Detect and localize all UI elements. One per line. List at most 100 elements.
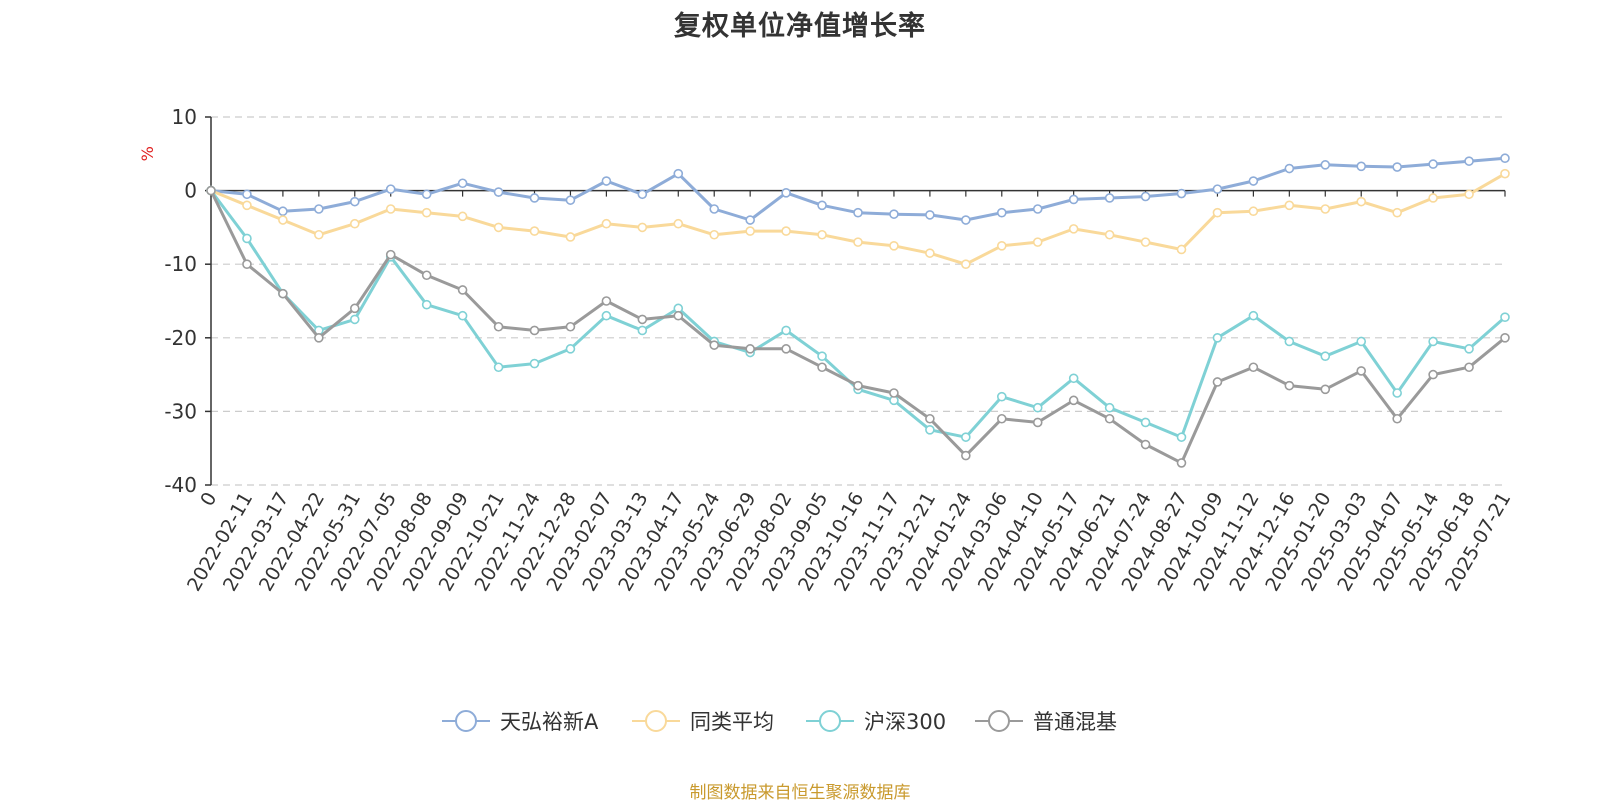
data-point xyxy=(314,204,324,214)
data-point xyxy=(1032,204,1043,214)
data-point xyxy=(1392,388,1402,398)
y-tick-label: -40 xyxy=(164,473,197,497)
data-point xyxy=(1104,193,1115,203)
data-point xyxy=(529,226,540,236)
data-point xyxy=(1464,189,1474,200)
x-tick-label: 0 xyxy=(196,489,221,510)
data-point xyxy=(996,241,1007,251)
data-point xyxy=(925,413,935,424)
data-point xyxy=(565,195,576,205)
data-point xyxy=(961,259,971,270)
data-point xyxy=(673,168,684,179)
data-point xyxy=(1176,458,1187,468)
data-point xyxy=(1500,168,1510,179)
data-point xyxy=(278,206,288,217)
y-tick-label: 0 xyxy=(184,179,197,203)
data-point xyxy=(1500,332,1510,343)
data-point xyxy=(421,207,432,218)
data-point xyxy=(1068,224,1079,234)
data-point xyxy=(1212,207,1223,218)
data-point xyxy=(242,233,252,244)
series-2 xyxy=(206,185,1510,442)
data-point xyxy=(457,178,468,189)
data-point xyxy=(1356,336,1367,347)
y-tick-label: -10 xyxy=(164,252,197,276)
legend-label: 天弘裕新A xyxy=(500,710,599,734)
data-point xyxy=(565,344,576,354)
data-point xyxy=(493,187,504,197)
data-point xyxy=(1464,362,1474,373)
data-point xyxy=(1500,312,1510,322)
series-line xyxy=(209,172,1507,266)
data-point xyxy=(1356,366,1367,376)
legend-marker xyxy=(455,710,477,732)
data-point xyxy=(637,189,648,200)
data-point xyxy=(206,185,216,196)
legend-label: 同类平均 xyxy=(690,710,774,734)
data-point xyxy=(781,188,791,198)
data-point xyxy=(421,299,432,310)
data-point xyxy=(1284,163,1295,174)
y-axis-label: % xyxy=(138,146,157,161)
data-point xyxy=(1392,162,1402,172)
data-point xyxy=(349,303,360,314)
data-point xyxy=(1140,417,1151,428)
legend-marker xyxy=(988,710,1010,732)
data-point xyxy=(1428,369,1438,380)
data-point xyxy=(961,432,971,442)
data-point xyxy=(1032,237,1043,247)
series-3 xyxy=(206,185,1510,468)
data-point xyxy=(493,362,504,373)
data-point xyxy=(1320,204,1331,214)
data-point xyxy=(385,184,396,194)
data-point xyxy=(745,215,755,225)
data-point xyxy=(781,344,791,354)
data-point xyxy=(493,321,504,332)
data-point xyxy=(457,310,468,321)
data-point xyxy=(709,229,720,240)
data-point xyxy=(1464,156,1474,166)
data-point xyxy=(457,285,468,295)
data-point xyxy=(1248,310,1259,321)
data-point xyxy=(1284,380,1295,391)
series-line xyxy=(209,189,1507,439)
data-point xyxy=(421,270,432,281)
data-point xyxy=(745,226,755,236)
data-point xyxy=(1248,206,1259,217)
data-point xyxy=(385,204,396,214)
data-point xyxy=(1104,229,1115,240)
data-point xyxy=(853,380,863,391)
data-point xyxy=(529,193,540,203)
data-point xyxy=(314,229,324,240)
source-note: 制图数据来自恒生聚源数据库 xyxy=(689,783,911,803)
data-point xyxy=(1320,160,1331,170)
data-point xyxy=(1464,344,1474,354)
data-point xyxy=(1248,176,1259,186)
data-point xyxy=(853,207,863,218)
y-tick-label: 10 xyxy=(172,105,197,129)
series-0 xyxy=(206,153,1510,225)
data-point xyxy=(781,226,791,236)
data-point xyxy=(853,237,863,247)
data-point xyxy=(673,218,684,229)
data-point xyxy=(673,310,684,321)
data-point xyxy=(925,424,935,435)
data-point xyxy=(242,189,252,200)
data-point xyxy=(996,391,1007,402)
data-point xyxy=(996,207,1007,218)
data-point xyxy=(1212,332,1223,343)
data-point xyxy=(1176,432,1187,442)
series-line xyxy=(209,189,1507,465)
data-point xyxy=(278,215,288,225)
data-point xyxy=(817,362,827,373)
data-point xyxy=(349,218,360,229)
data-point xyxy=(1068,373,1079,384)
data-point xyxy=(1428,193,1438,203)
data-point xyxy=(961,450,971,461)
data-point xyxy=(278,288,288,299)
data-point xyxy=(565,321,576,332)
data-point xyxy=(889,209,899,219)
data-point xyxy=(781,325,791,336)
data-point xyxy=(493,222,504,233)
grid-layer xyxy=(211,116,1505,486)
